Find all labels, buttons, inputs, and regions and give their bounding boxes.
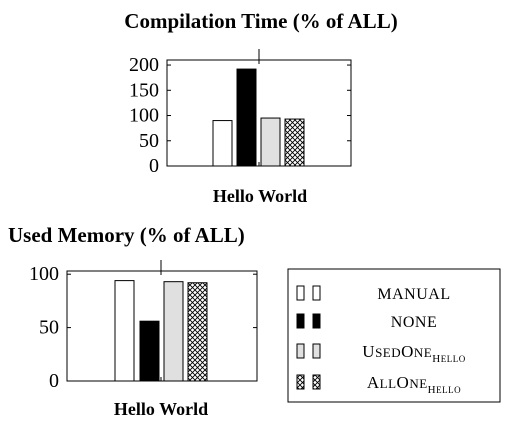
compilation-time-chart: Compilation Time (% of ALL) Hello World … — [124, 9, 397, 206]
legend-label: NONE — [391, 314, 437, 331]
bar-allone — [284, 118, 305, 167]
y-tick-label: 200 — [129, 54, 159, 76]
y-tick-label: 0 — [149, 155, 159, 177]
legend-entry-none: NONE — [296, 313, 437, 331]
legend-swatch — [312, 313, 321, 329]
legend-swatch — [296, 285, 305, 301]
y-tick-label: 100 — [129, 105, 159, 127]
legend-entry-usedone: USEDONEHELLO — [296, 342, 465, 365]
plot-frame — [166, 59, 352, 167]
bar-allone — [187, 282, 208, 382]
legend-box — [287, 268, 501, 403]
bar-none — [236, 68, 257, 167]
y-tick-label: 150 — [129, 79, 159, 101]
legend: MANUAL NONE USEDONEHELLO ALLONEHELLO — [287, 268, 501, 403]
y-tick-label: 50 — [139, 130, 159, 152]
legend-label: ALLONEHELLO — [367, 373, 461, 396]
y-tick-label: 50 — [39, 317, 59, 339]
legend-entry-allone: ALLONEHELLO — [296, 373, 461, 396]
legend-swatch — [312, 374, 321, 390]
x-category-label: Hello World — [114, 399, 208, 419]
x-category-label: Hello World — [213, 186, 307, 206]
bar-manual — [212, 120, 233, 167]
bar-manual — [114, 280, 135, 382]
legend-swatch — [312, 343, 321, 359]
bar-usedone — [163, 281, 184, 382]
legend-swatch — [296, 374, 305, 390]
legend-swatch — [312, 285, 321, 301]
chart-title: Used Memory (% of ALL) — [8, 223, 245, 247]
chart-title: Compilation Time (% of ALL) — [124, 9, 397, 33]
legend-label: USEDONEHELLO — [362, 342, 465, 365]
legend-entry-manual: MANUAL — [296, 285, 450, 303]
used-memory-chart: Used Memory (% of ALL) Hello World 0 50 10… — [8, 223, 258, 419]
y-tick-label: 100 — [29, 263, 59, 285]
legend-swatch — [296, 313, 305, 329]
plot-frame — [66, 270, 258, 382]
y-tick-label: 0 — [49, 370, 59, 392]
bar-none — [139, 320, 160, 382]
legend-swatch — [296, 343, 305, 359]
bar-usedone — [260, 117, 281, 167]
legend-label: MANUAL — [377, 286, 450, 303]
